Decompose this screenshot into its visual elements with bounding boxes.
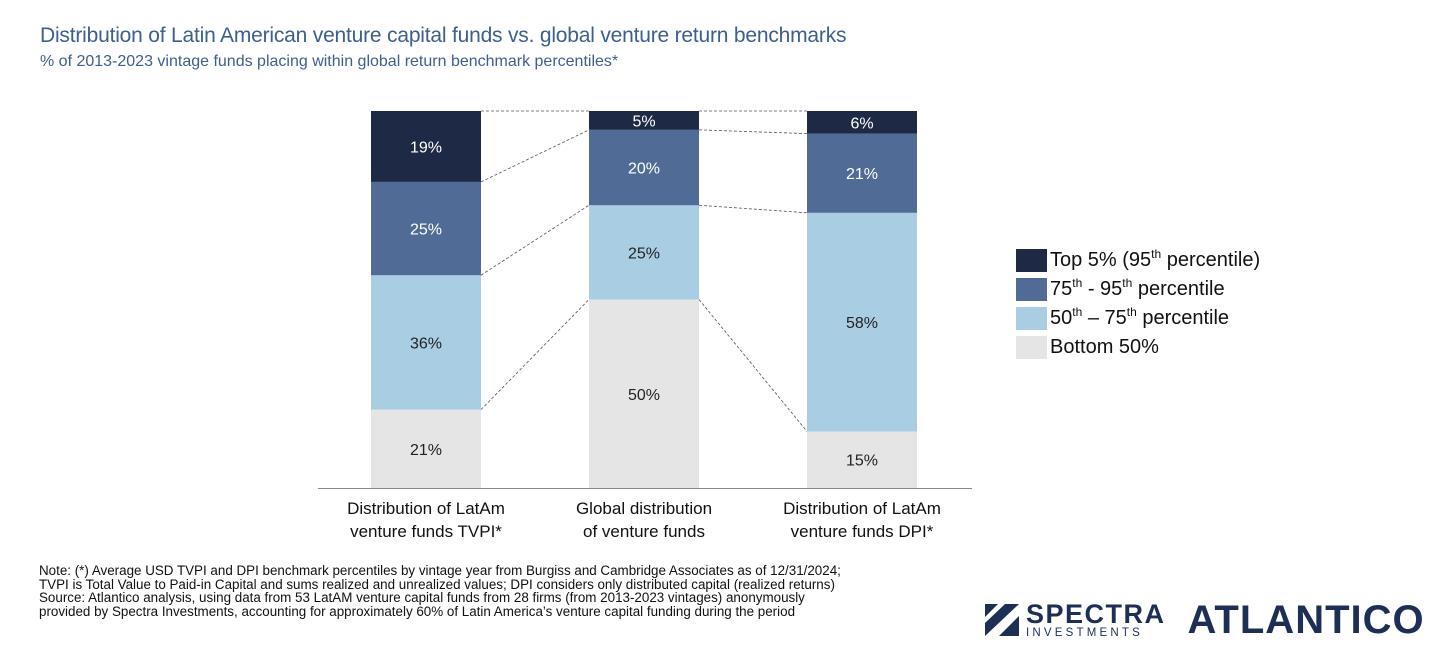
data-label: 58% [846,315,878,332]
data-label: 21% [410,442,442,459]
connector-line [698,299,808,432]
connector-line [480,204,590,276]
legend-swatch-bottom50 [1016,336,1047,359]
x-tick-label: Global distribution of venture funds [576,499,712,541]
spectra-mark-icon [985,604,1019,636]
data-label: 6% [850,115,873,132]
spectra-logo: SPECTRA INVESTMENTS [985,598,1166,640]
bar-segment-50-75 [371,275,481,410]
legend-label-bottom50: Bottom 50% [1050,336,1159,358]
data-label: 25% [628,245,660,262]
legend-label-75-95: 75th - 95th percentile [1050,276,1225,300]
data-label: 15% [846,453,878,470]
data-label: 25% [410,222,442,239]
bar-segment-bottom50 [589,299,699,488]
data-label: 19% [410,139,442,156]
connector-line [698,129,808,135]
bar-segment-50-75 [807,212,917,432]
legend-item-bottom50: Bottom 50% [1016,333,1260,362]
legend-item-50-75: 50th – 75th percentile [1016,304,1260,333]
source-line: provided by Spectra Investments, account… [39,604,796,620]
bar-segment-bottom50 [807,431,917,488]
legend-label-50-75: 50th – 75th percentile [1050,305,1230,329]
source-line: Source: Atlantico analysis, using data f… [39,590,805,606]
connector-line [698,204,808,214]
legend-swatch-50-75 [1016,307,1047,330]
legend-swatch-75-95 [1016,278,1047,301]
bar-segment-75-95 [371,181,481,276]
data-label: 36% [410,335,442,352]
x-tick-label: Distribution of LatAm venture funds DPI* [783,499,941,541]
bar-segment-75-95 [589,129,699,206]
logo-area: SPECTRA INVESTMENTS ATLANTICO [985,600,1425,640]
legend-swatch-top5 [1016,249,1047,272]
footnote: Note: (*) Average USD TVPI and DPI bench… [39,564,969,619]
x-tick-label: Distribution of LatAm venture funds TVPI* [347,499,505,541]
stacked-bar-chart: 21% 36% 25% 19% 50% 25% 20% 5% 15% 58% 21% 6% Distr… [318,110,972,541]
legend-item-75-95: 75th - 95th percentile [1016,275,1260,304]
data-label: 21% [846,166,878,183]
spectra-name: SPECTRA [1026,598,1166,629]
bar-segment-top5 [807,111,917,134]
legend-item-top5: Top 5% (95th percentile) [1016,246,1260,275]
atlantico-logo: ATLANTICO [1187,598,1425,642]
note-line: TVPI is Total Value to Paid-in Capital a… [39,576,835,592]
bar-segment-50-75 [589,205,699,300]
chart-subtitle: % of 2013-2023 vintage funds placing wit… [40,53,619,70]
data-label: 20% [628,161,660,178]
bar-segment-75-95 [807,133,917,213]
chart-title: Distribution of Latin American venture c… [40,24,847,47]
bar-segment-bottom50 [371,409,481,488]
connector-line [480,299,590,410]
note-line: Note: (*) Average USD TVPI and DPI bench… [39,563,841,578]
spectra-sub: INVESTMENTS [1026,626,1143,639]
connector-line [480,129,590,183]
data-label: 50% [628,387,660,404]
data-label: 5% [632,113,655,130]
bar-segment-top5 [371,111,481,182]
legend-label-top5: Top 5% (95th percentile) [1050,247,1261,271]
bar-segment-top5 [589,111,699,130]
chart-legend: Top 5% (95th percentile) 75th - 95th per… [1016,246,1260,362]
